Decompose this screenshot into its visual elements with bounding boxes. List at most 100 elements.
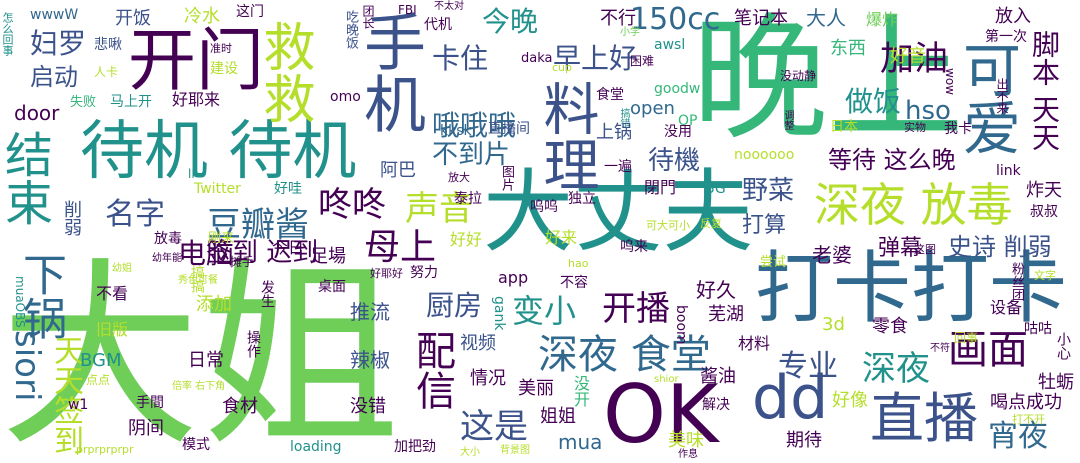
word-shicai: 食材 [222, 396, 258, 417]
word-liaoli: 料理 [534, 80, 599, 192]
word-abian: 一遍 [604, 159, 632, 175]
word-shibai: 失败 [70, 95, 97, 110]
word-w1: w1 [68, 397, 89, 413]
word-burong: 不容 [560, 275, 588, 291]
word-cailiao: 材料 [738, 334, 771, 353]
word-muli: 牡蛎 [1038, 372, 1074, 393]
word-meiyong: 没用 [664, 124, 692, 140]
word-shenye-fangdu: 深夜 放毒 [814, 178, 1013, 232]
word-qiandao-chidao: 签到 迟到 [206, 238, 319, 268]
word-xiaguo: 下锅 [15, 252, 66, 340]
word-butaidui: 不太对 [434, 1, 464, 12]
word-jiabajin: 加把劲 [394, 439, 436, 455]
word-haowa: 好哇 [274, 181, 302, 197]
word-jinwan: 今晚 [482, 5, 539, 38]
word-caozuo: 操作 [245, 330, 261, 358]
word-kaimen: 开门 [128, 22, 265, 101]
word-bufu: 不符 [930, 343, 950, 354]
word-shouji: 手机 [353, 10, 426, 134]
word-fangda: 放大 [448, 171, 470, 184]
word-diyici: 第一次 [985, 29, 1027, 45]
word-shebei: 设备 [990, 298, 1023, 317]
word-mashangkai: 马上开 [110, 94, 152, 110]
word-hao: hao [568, 257, 589, 270]
word-qingkuang: 情况 [470, 368, 506, 389]
word-zhunshi: 准时 [210, 42, 232, 55]
word-haoduo: 好耶好 [370, 267, 403, 280]
word-kksk: kksk [440, 123, 472, 139]
word-ok: OK [603, 368, 719, 461]
word-zuofan: 做饭 [845, 85, 902, 118]
word-siori: siori [7, 330, 47, 402]
word-goodw: goodw [654, 81, 701, 97]
word-hso: hso [905, 96, 951, 126]
word-dongxi: 东西 [830, 38, 866, 59]
word-fasheng: 发生 [259, 280, 275, 308]
word-tianjia: 添加 [196, 294, 232, 315]
word-nuli: 努力 [410, 265, 438, 281]
word-doubanjiang: 豆瓣酱 [207, 205, 309, 245]
word-jiuban: 旧版 [96, 320, 129, 339]
word-keai: 可爱 [953, 40, 1021, 156]
word-xiuse: 秀色可餐 [178, 275, 218, 286]
word-kaifan: 开饭 [115, 8, 151, 29]
word-cup: cup [552, 61, 573, 74]
word-lengshui: 冷水 [184, 6, 220, 27]
word-zhuomian: 桌面 [318, 279, 346, 295]
word-yecai: 野菜 [742, 176, 795, 206]
word-bijiben: 笔记本 [734, 8, 788, 29]
word-budaopian: 不到片 [432, 140, 511, 170]
word-kaibo: 开播 [602, 289, 670, 329]
word-aba: 阿巴 [380, 160, 416, 181]
word-fangdu2: 放毒 [154, 231, 182, 247]
word-jiayou: 加油 [880, 39, 948, 79]
word-150cc: 150cc [630, 2, 721, 37]
word-zenmehuishi: 怎么回事 [1, 12, 14, 56]
word-mojie: 没开 [571, 375, 590, 407]
word-beijingtu: 背景图 [500, 445, 530, 456]
word-moshi: 模式 [182, 437, 210, 453]
word-shoujian: 手間 [136, 395, 164, 411]
word-dajie: 大姐 [0, 241, 401, 463]
word-wuwu: 呜呜 [530, 199, 558, 215]
word-wenzi: 文字 [1034, 269, 1056, 282]
word-ohhh: 哦哦哦 [432, 109, 517, 142]
word-fangru: 放入 [995, 6, 1031, 27]
word-haojiu: 好久 [696, 278, 736, 302]
word-shitang: 食堂 [596, 87, 624, 103]
word-zhemen: 这门 [236, 4, 264, 20]
word-tuola: 泰拉 [454, 191, 482, 207]
word-zhibojian: 直播间 [488, 121, 530, 137]
word-daifu: 大丈夫 [483, 160, 753, 265]
word-richang: 日常 [188, 350, 224, 371]
word-muaobs: muaOBS [13, 276, 27, 328]
word-mudong: 没动静 [780, 69, 817, 83]
word-kunnan: 困难 [630, 54, 655, 68]
word-diandian: 点点 [86, 373, 111, 387]
word-qidai: 期待 [786, 430, 822, 451]
word-dengdai: 等待 这么晚 [828, 146, 956, 174]
word-bianxiao: 变小 [512, 292, 577, 330]
word-shior: shior [654, 374, 679, 385]
word-qidong: 启动 [30, 63, 78, 91]
word-daiji2: 待機 [648, 146, 701, 176]
word-gaochou: 搞错 [618, 108, 629, 128]
word-kedakexiao: 可大可小 [646, 219, 690, 232]
word-youjian: 幼姐 [112, 263, 132, 274]
word-op: OP [678, 113, 698, 129]
word-tuanzhang: 团长 [361, 5, 375, 29]
word-haolai: 好来 [545, 228, 578, 247]
word-tuiliu: 推流 [350, 300, 390, 324]
word-zhuanye: 专业 [778, 349, 838, 384]
word-zhezhe: 这是 [460, 407, 528, 447]
word-daren: 大人 [806, 6, 846, 30]
word-changshi: 尝试 [760, 255, 787, 270]
word-renka: 人卡 [94, 65, 119, 79]
word-shiwu: 实物 [904, 121, 926, 134]
word-haohao: 好好 [450, 230, 483, 249]
word-omo: omo [330, 89, 361, 105]
word-dabukai: 打不开 [1012, 413, 1045, 426]
word-daxiao: 大小 [460, 447, 480, 458]
word-bgm: BGM [80, 350, 122, 371]
